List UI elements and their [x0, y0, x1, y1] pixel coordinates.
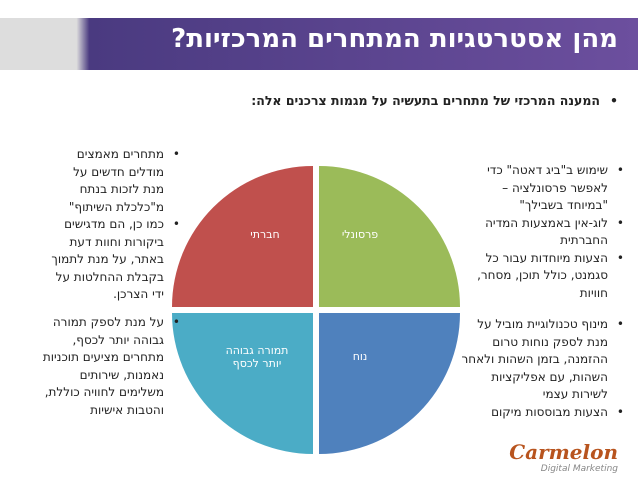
- logo: Carmelon Digital Marketing: [509, 440, 618, 474]
- slide-title: מהן אסטרטגיות המתחרים המרכזיות?: [171, 24, 618, 54]
- bullet: הצעות מיוחדות עבור כל סגמנט, כולל תוכן, …: [458, 250, 624, 303]
- bullet: שימוש ב"ביג דאטה" כדי לאפשר פרסונלציה – …: [458, 162, 624, 215]
- bullet-list: מתחרים מאמצים מודלים חדשים על מנת לזכות …: [49, 146, 180, 304]
- quadrant-label: תמורה גבוהה יותר לכסף: [225, 344, 289, 370]
- bullet-list: מינוף טכנולוגיית מוביל על מנת לספק נוחות…: [458, 316, 624, 422]
- bullet: מתחרים מאמצים מודלים חדשים על מנת לזכות …: [49, 146, 180, 216]
- logo-tagline: Digital Marketing: [540, 464, 618, 474]
- quadrant: [172, 166, 313, 307]
- quadrant: [172, 313, 313, 454]
- header-bar: [0, 18, 638, 70]
- logo-name: Carmelon: [509, 440, 618, 464]
- intro-bullet: המענה המרכזי של מתחרים בתעשיה על מגמות צ…: [251, 93, 618, 108]
- quadrant: [319, 166, 460, 307]
- bullet: על מנת לספק תמורה גבוהה יותר לכסף, מתחרי…: [34, 314, 180, 419]
- quadrant: [319, 313, 460, 454]
- bullet: כמו כן, הם מדגישים ביקורות וחוות דעת באת…: [49, 216, 180, 304]
- quadrant-label: נוח: [352, 350, 368, 363]
- quadrant-label: חברתי: [250, 228, 280, 241]
- bullet-list: שימוש ב"ביג דאטה" כדי לאפשר פרסונלציה – …: [458, 162, 624, 303]
- bullet: הצעות מבוססות מיקום: [458, 404, 624, 422]
- bullet: מינוף טכנולוגיית מוביל על מנת לספק נוחות…: [458, 316, 624, 404]
- bullet: לוג-אין באמצעות המדיה החברתית: [458, 215, 624, 250]
- bullet-list: על מנת לספק תמורה גבוהה יותר לכסף, מתחרי…: [34, 314, 180, 419]
- quadrant-label: פרסונלי: [341, 228, 379, 241]
